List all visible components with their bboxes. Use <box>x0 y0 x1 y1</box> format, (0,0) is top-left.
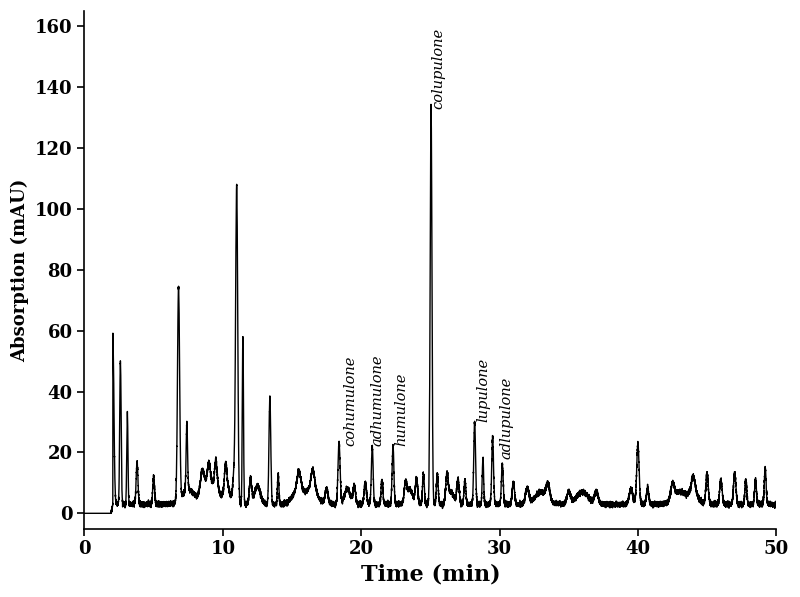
Y-axis label: Absorption (mAU): Absorption (mAU) <box>11 178 30 362</box>
Text: colupulone: colupulone <box>431 27 445 109</box>
Text: adhumulone: adhumulone <box>371 355 385 447</box>
Text: humulone: humulone <box>394 373 408 447</box>
Text: adlupulone: adlupulone <box>499 376 514 458</box>
Text: lupulone: lupulone <box>476 358 490 422</box>
X-axis label: Time (min): Time (min) <box>361 564 500 586</box>
Text: cohumulone: cohumulone <box>343 356 358 447</box>
